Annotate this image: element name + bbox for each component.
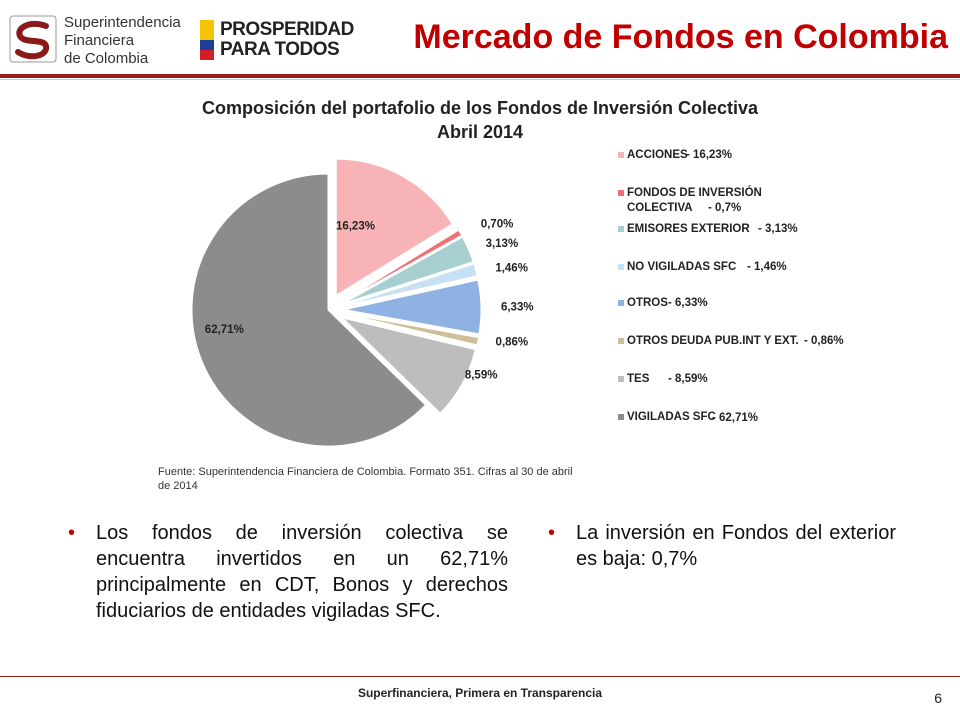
colombia-flag-icon [200,20,214,60]
bullet-text: La inversión en Fondos del exterior es b… [576,522,896,570]
sfc-logo-text: Superintendencia Financiera de Colombia [64,14,181,68]
pie-slice-fondos-de-inversi-n-colectiva [342,229,463,302]
pie-data-label: 62,71% [205,324,244,336]
bullet-item: • Los fondos de inversión colectiva se e… [68,520,508,624]
legend-label: TES [627,373,650,385]
pie-slice-otros-deuda-pub-int-y-ext- [344,312,480,346]
pie-slice-tes [341,317,476,414]
footer-divider [0,676,960,677]
pie-slice-vigiladas-sfc [191,173,427,447]
legend-percentage: - 3,13% [758,223,798,235]
pie-slice-otros [344,279,482,335]
pie-data-label: 6,33% [501,302,534,314]
legend-label: ACCIONES [627,149,688,161]
legend-label: OTROS [627,297,668,309]
legend-swatch [618,152,624,158]
sfc-emblem-icon [9,15,57,63]
legend-label: FONDOS DE INVERSIÓN COLECTIVA [627,187,762,214]
chart-title-line: Composición del portafolio de los Fondos… [201,98,759,118]
pie-data-label: 0,86% [496,336,529,348]
prosperidad-logo-text: PROSPERIDAD PARA TODOS [220,20,354,60]
chart-title: Composición del portafolio de los Fondos… [120,96,840,144]
sfc-logo: Superintendencia Financiera de Colombia [8,6,181,68]
bullet-marker: • [68,522,76,544]
header-divider [0,74,960,78]
legend-label: OTROS DEUDA PUB.INT Y EXT. [627,335,799,347]
pie-slice-no-vigiladas-sfc [344,263,478,307]
pie-slice-emisores-exterior [343,236,474,304]
legend-percentage: - 62,71% [712,412,759,424]
legend-swatch [618,376,624,382]
legend-percentage: - 0,86% [804,335,844,347]
bullets-right: • La inversión en Fondos del exterior es… [548,520,896,572]
legend-percentage: - 8,59% [668,373,708,385]
page-number: 6 [934,690,942,706]
bullet-text: Los fondos de inversión colectiva se enc… [96,522,508,622]
prosperidad-logo: PROSPERIDAD PARA TODOS [200,20,354,64]
header-divider-thin [0,79,960,80]
legend-label: VIGILADAS SFC [627,411,716,423]
legend-percentage: - 6,33% [668,297,708,309]
legend-swatch [618,338,624,344]
legend-label: EMISORES EXTERIOR [627,223,750,235]
prosperidad-line: PROSPERIDAD [220,19,354,40]
pie-data-label: 3,13% [486,238,519,250]
legend-percentage: - 0,7% [708,202,742,214]
chart-subtitle: Abril 2014 [436,122,524,142]
legend-swatch [618,190,624,196]
slide-title: Mercado de Fondos en Colombia [413,18,948,56]
legend-swatch [618,414,624,420]
legend-percentage: - 16,23% [686,149,733,161]
pie-data-label: 8,59% [465,370,498,382]
bullet-item: • La inversión en Fondos del exterior es… [548,520,896,572]
legend-swatch [618,264,624,270]
sfc-logo-line: Financiera [64,32,135,49]
bullet-marker: • [548,522,556,544]
prosperidad-line: PARA TODOS [220,39,340,60]
legend-label: NO VIGILADAS SFC [627,261,737,273]
footer-text: Superfinanciera, Primera en Transparenci… [357,686,603,700]
pie-slice-acciones [335,158,453,297]
sfc-logo-line: de Colombia [64,50,149,67]
pie-data-label: 0,70% [481,219,514,231]
pie-data-label: 16,23% [336,221,375,233]
source-note: Fuente: Superintendencia Financiera de C… [158,466,573,492]
legend-swatch [618,300,624,306]
legend-percentage: - 1,46% [747,261,787,273]
legend-swatch [618,226,624,232]
bullets-left: • Los fondos de inversión colectiva se e… [68,520,508,624]
sfc-logo-line: Superintendencia [64,14,181,31]
pie-data-label: 1,46% [495,262,528,274]
